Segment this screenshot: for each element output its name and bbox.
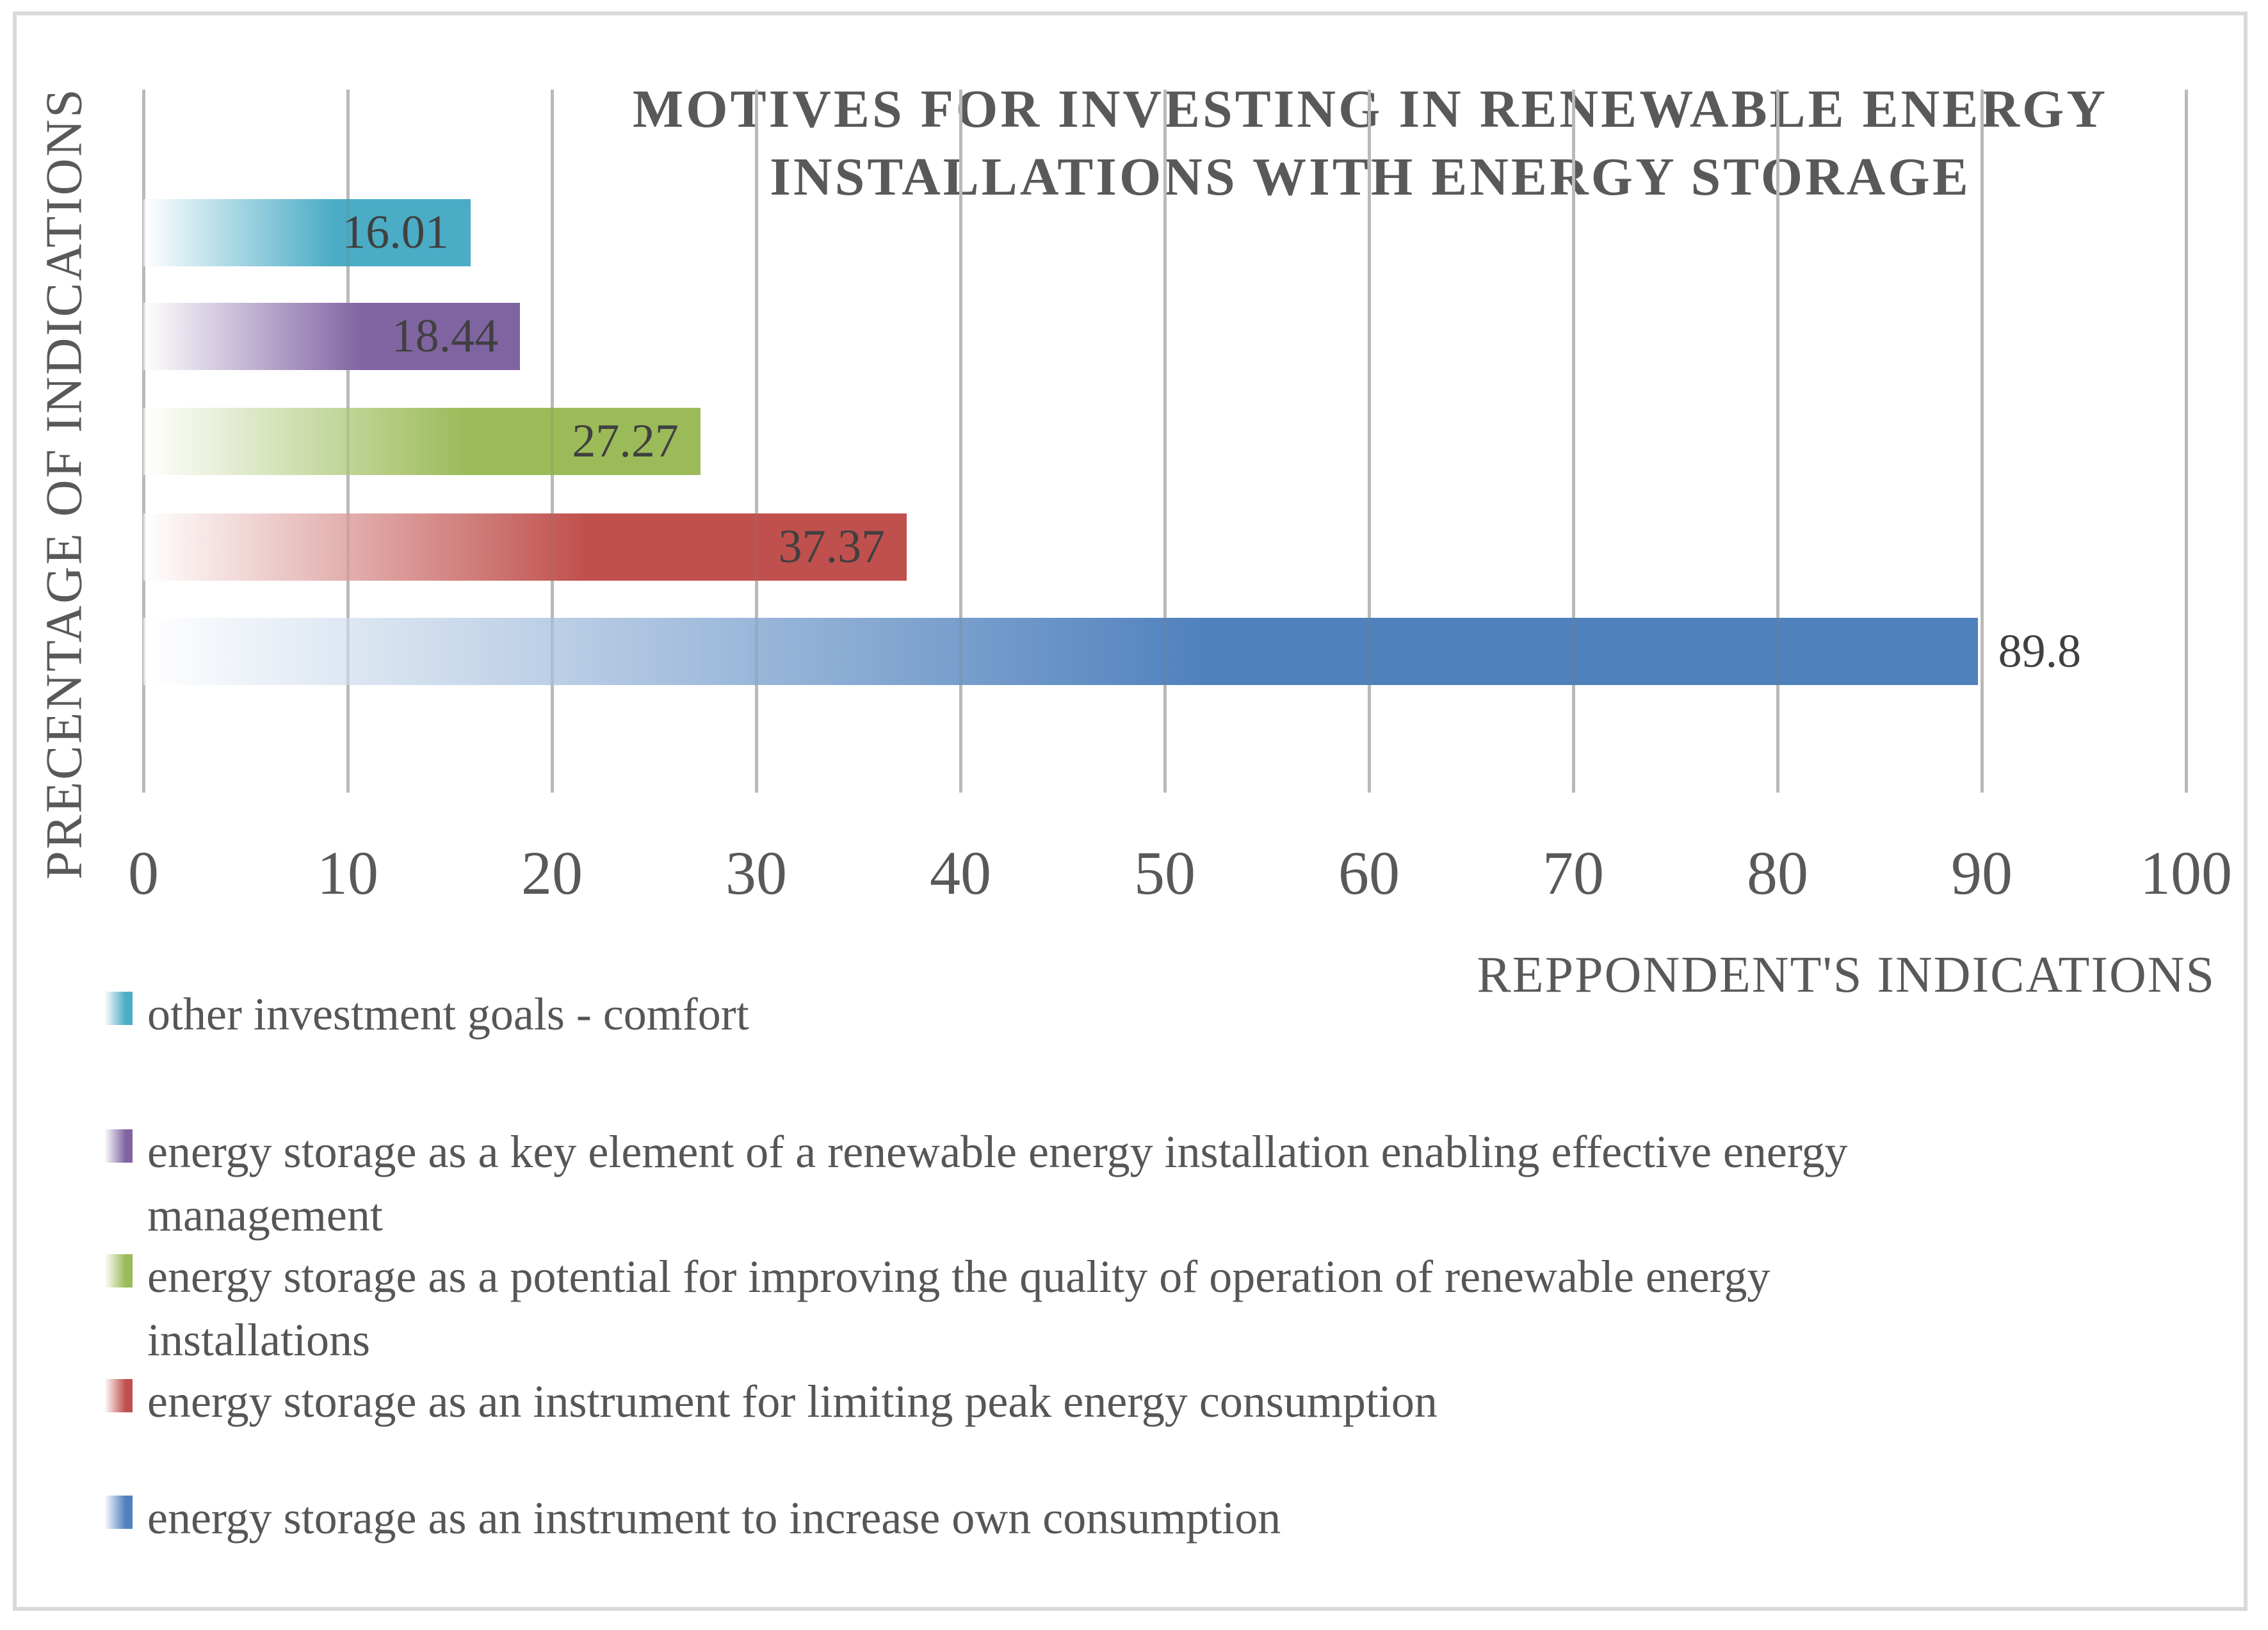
gridline bbox=[1163, 90, 1167, 793]
legend-label: energy storage as a potential for improv… bbox=[147, 1251, 1770, 1366]
data-label: 27.27 bbox=[572, 415, 679, 467]
gridline bbox=[1571, 90, 1575, 793]
gridline bbox=[1776, 90, 1779, 793]
gridline bbox=[959, 90, 962, 793]
legend-swatch-icon bbox=[104, 1496, 133, 1529]
gridline bbox=[1776, 90, 1779, 793]
gridline bbox=[346, 90, 350, 793]
gridline bbox=[1571, 90, 1575, 793]
gridline bbox=[1980, 90, 1984, 793]
x-tick-label: 0 bbox=[128, 839, 159, 907]
legend-label: energy storage as an instrument to incre… bbox=[147, 1492, 1281, 1544]
legend-label: other investment goals - comfort bbox=[147, 988, 749, 1040]
legend-swatch-icon bbox=[104, 992, 133, 1025]
legend-swatch-icon bbox=[104, 1254, 133, 1287]
plot-area: 16.01 18.44 27.27 37.37 0 10 20 30 40 50 60 70 80 90… bbox=[128, 90, 2232, 907]
x-tick-label: 80 bbox=[1747, 839, 1808, 907]
gridline bbox=[1367, 90, 1371, 793]
gridline bbox=[959, 90, 962, 793]
bar-0: 16.01 bbox=[143, 199, 471, 266]
x-tick-label: 50 bbox=[1134, 839, 1195, 907]
bar-4 bbox=[143, 618, 1978, 685]
x-tick-label: 60 bbox=[1338, 839, 1400, 907]
legend-swatch-icon bbox=[104, 1129, 133, 1163]
x-axis-title: REPPONDENT'S INDICATIONS bbox=[1477, 947, 2215, 1003]
gridline bbox=[550, 90, 554, 793]
x-tick-label: 30 bbox=[725, 839, 787, 907]
gridline bbox=[142, 90, 145, 793]
x-tick-label: 90 bbox=[1951, 839, 2013, 907]
gridline bbox=[754, 90, 758, 793]
bar-3: 37.37 bbox=[143, 513, 907, 581]
data-label: 89.8 bbox=[1998, 625, 2082, 677]
gridline bbox=[1163, 90, 1167, 793]
data-label: 37.37 bbox=[778, 520, 886, 573]
bar-2: 27.27 bbox=[143, 408, 701, 475]
data-label: 18.44 bbox=[391, 310, 499, 362]
legend-label: energy storage as an instrument for limi… bbox=[147, 1376, 1438, 1427]
x-tick-label: 20 bbox=[521, 839, 583, 907]
gridline bbox=[1367, 90, 1371, 793]
gridline bbox=[2184, 90, 2188, 793]
chart-title: MOTIVES FOR INVESTING IN RENEWABLE ENERG… bbox=[632, 79, 2109, 207]
legend-swatch-icon bbox=[104, 1379, 133, 1412]
gridline bbox=[1980, 90, 1984, 793]
chart-border bbox=[13, 12, 2248, 1611]
gridline bbox=[754, 90, 758, 793]
bar-1: 18.44 bbox=[143, 303, 521, 370]
x-tick-label: 70 bbox=[1543, 839, 1604, 907]
x-tick-label: 40 bbox=[930, 839, 991, 907]
x-tick-label: 10 bbox=[317, 839, 378, 907]
gridline bbox=[2184, 90, 2188, 793]
data-label: 16.01 bbox=[342, 206, 449, 259]
x-tick-label: 100 bbox=[2140, 839, 2232, 907]
legend-label: energy storage as a key element of a ren… bbox=[147, 1126, 1848, 1241]
